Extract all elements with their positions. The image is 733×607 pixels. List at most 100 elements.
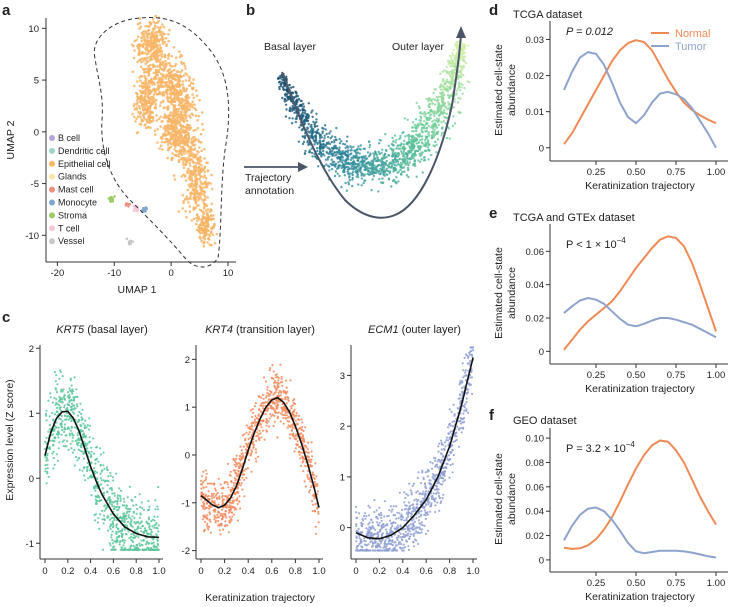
trajectory-cell-point	[369, 152, 372, 155]
expression-cell-point	[127, 520, 130, 524]
epithelial-point	[144, 112, 148, 115]
expression-cell-point	[268, 417, 271, 420]
epithelial-point	[187, 158, 191, 162]
expression-cell-point	[126, 496, 129, 499]
expression-cell-point	[208, 482, 211, 485]
trajectory-cell-point	[346, 170, 349, 173]
epithelial-point	[185, 95, 188, 98]
expression-cell-point	[51, 401, 55, 404]
epithelial-point	[185, 198, 188, 201]
trajectory-cell-point	[448, 54, 452, 58]
expression-cell-point	[76, 434, 79, 437]
epithelial-point	[185, 119, 189, 123]
epithelial-point	[198, 223, 201, 227]
epithelial-point	[132, 44, 135, 48]
expression-cell-point	[44, 456, 47, 459]
trajectory-cell-point	[341, 161, 344, 164]
epithelial-point	[199, 209, 203, 212]
expression-cell-point	[263, 438, 266, 441]
expression-cell-point	[280, 375, 283, 378]
epithelial-point	[188, 124, 192, 127]
epithelial-point	[202, 207, 206, 210]
expression-cell-point	[132, 511, 135, 514]
epithelial-point	[153, 57, 157, 61]
epithelial-point	[177, 110, 180, 113]
epithelial-point	[192, 206, 196, 209]
expression-cell-point	[75, 388, 78, 391]
a-ylabel: UMAP 2	[5, 120, 17, 159]
expression-cell-point	[115, 508, 119, 512]
trajectory-cell-point	[351, 184, 354, 188]
expression-cell-point	[300, 464, 303, 468]
epithelial-point	[162, 65, 166, 68]
epithelial-point	[204, 209, 208, 212]
trajectory-cell-point	[446, 85, 449, 88]
expression-cell-point	[64, 423, 67, 426]
expression-cell-point	[221, 494, 224, 497]
epithelial-point	[201, 236, 205, 239]
epithelial-point	[196, 166, 199, 170]
expression-cell-point	[287, 399, 290, 402]
trajectory-cell-point	[379, 139, 382, 142]
epithelial-point	[199, 195, 202, 199]
epithelial-point	[183, 174, 187, 177]
epithelial-point	[192, 78, 195, 81]
epithelial-point	[166, 156, 169, 160]
legend-swatch	[49, 238, 55, 245]
epithelial-point	[149, 23, 152, 26]
expression-cell-point	[108, 525, 112, 528]
epithelial-point	[200, 149, 203, 153]
expression-cell-point	[136, 507, 139, 510]
trajectory-cell-point	[427, 148, 430, 152]
epithelial-point	[143, 104, 147, 108]
expression-cell-point	[56, 459, 60, 462]
epithelial-point	[159, 125, 162, 128]
expression-cell-point	[86, 465, 89, 469]
epithelial-point	[179, 93, 182, 96]
expression-cell-point	[52, 457, 56, 460]
expression-cell-point	[73, 376, 76, 379]
expression-cell-point	[310, 458, 313, 461]
epithelial-point	[185, 87, 189, 91]
expression-cell-point	[298, 453, 301, 456]
epithelial-point	[155, 43, 159, 46]
trajectory-cell-point	[325, 132, 328, 136]
expression-cell-point	[99, 464, 102, 467]
trajectory-cell-point	[337, 161, 340, 164]
expression-cell-point	[69, 429, 72, 432]
legend-label: Stroma	[58, 210, 87, 220]
epithelial-point	[194, 137, 198, 141]
epithelial-point	[196, 216, 200, 220]
epithelial-point	[166, 126, 170, 129]
trajectory-cell-point	[421, 171, 424, 174]
epithelial-point	[187, 167, 190, 171]
epithelial-point	[151, 111, 154, 114]
expression-cell-point	[129, 522, 132, 526]
expression-cell-point	[90, 446, 93, 449]
a-xtick-label: -20	[51, 268, 65, 279]
expression-cell-point	[47, 399, 50, 402]
epithelial-point	[184, 126, 187, 130]
expression-cell-point	[260, 410, 263, 413]
expression-cell-point	[147, 516, 150, 519]
trajectory-cell-point	[347, 173, 350, 176]
epithelial-point	[158, 147, 161, 150]
trajectory-cell-point	[423, 124, 426, 128]
trajectory-cell-point	[323, 134, 326, 137]
trajectory-cell-point	[461, 68, 464, 71]
expression-cell-point	[92, 437, 95, 440]
trajectory-cell-point	[398, 157, 401, 160]
expression-cell-point	[265, 394, 268, 397]
expression-cell-point	[56, 383, 59, 386]
expression-cell-point	[82, 457, 85, 460]
trajectory-cell-point	[357, 183, 360, 186]
expression-cell-point	[46, 467, 49, 470]
epithelial-point	[138, 17, 142, 20]
expression-cell-point	[141, 525, 144, 528]
epithelial-point	[204, 234, 207, 237]
expression-cell-point	[274, 411, 277, 414]
trajectory-cell-point	[332, 160, 336, 164]
expression-cell-point	[276, 436, 279, 439]
expression-cell-point	[203, 503, 206, 506]
trajectory-cell-point	[340, 140, 343, 143]
